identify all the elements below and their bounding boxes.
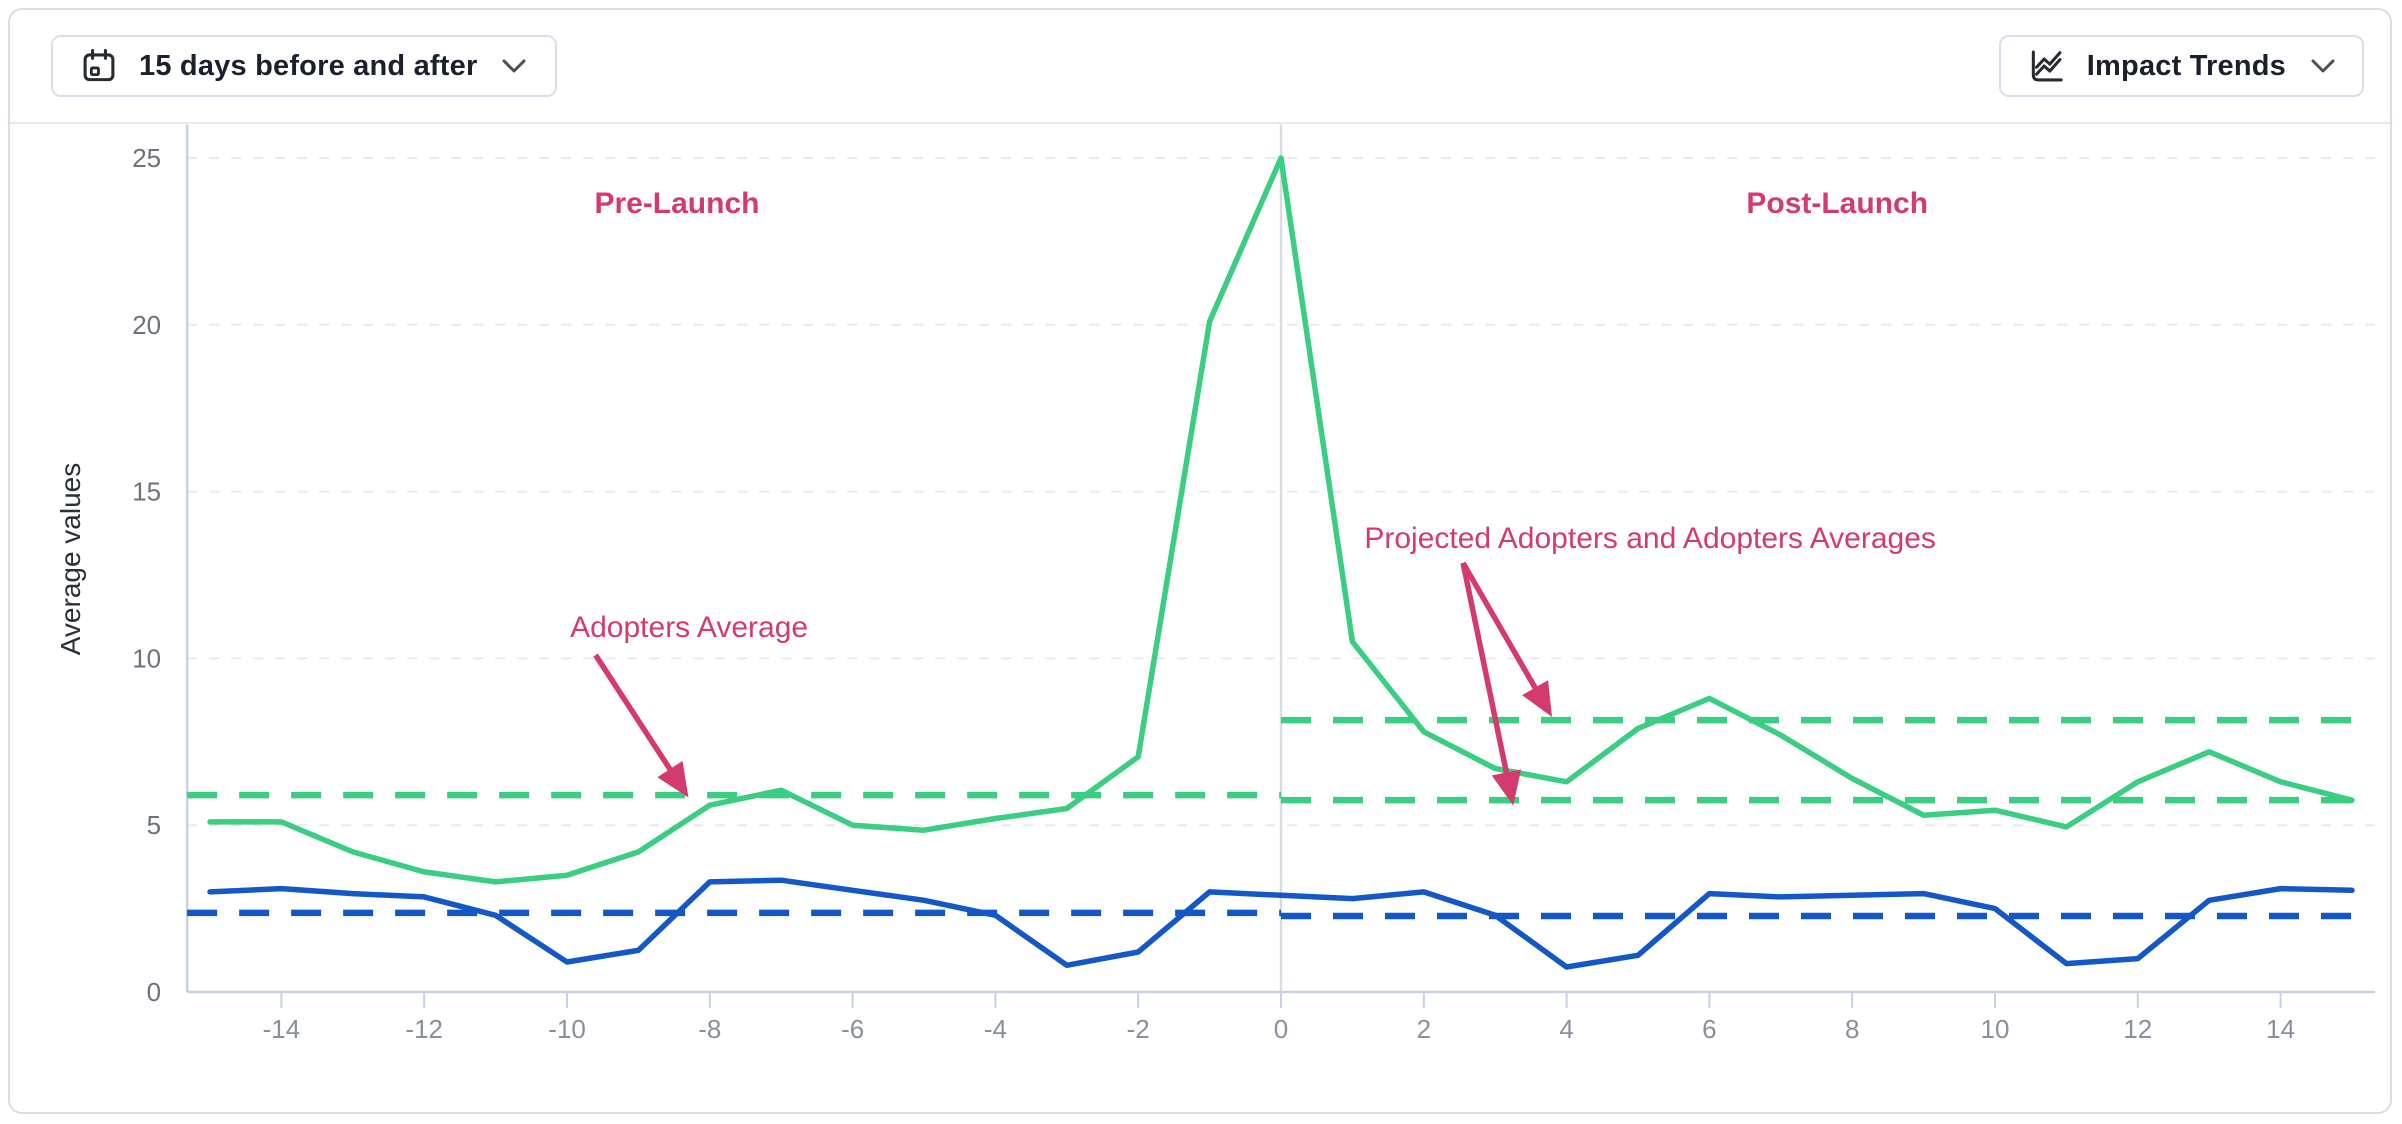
series-comparison-blue [207, 877, 2355, 970]
x-tick-label: 8 [1845, 1014, 1859, 1044]
x-tick-label: 12 [2123, 1014, 2152, 1044]
impact-trends-label: Impact Trends [2086, 49, 2286, 82]
date-range-button[interactable]: 15 days before and after [51, 35, 558, 97]
arrow-to-post-launch-adopters-average [1460, 562, 1522, 806]
arrow-to-pre-launch-adopters-average [593, 653, 689, 798]
x-tick-label: 6 [1702, 1014, 1716, 1044]
y-tick-labels: 0 5 10 15 20 25 [132, 143, 161, 1007]
chart-card: 15 days before and after Impact Trends [8, 8, 2392, 1114]
annotation-arrows [593, 561, 1553, 806]
x-tick-label: -8 [698, 1014, 721, 1044]
x-tick-label: -6 [841, 1014, 864, 1044]
arrow-to-projected-adopters-average [1460, 561, 1553, 718]
y-tick-label: 0 [147, 977, 161, 1007]
annotations: Pre-Launch Post-Launch Adopters Average Pro… [570, 187, 1936, 644]
impact-trends-button[interactable]: Impact Trends [1998, 35, 2364, 97]
trend-lines-icon [2027, 47, 2065, 85]
x-tick-label: 2 [1417, 1014, 1431, 1044]
average-reference-lines [187, 716, 2356, 920]
y-tick-label: 20 [132, 310, 161, 340]
x-tick-label: 14 [2266, 1014, 2295, 1044]
toolbar: 15 days before and after Impact Trends [10, 10, 2390, 124]
pre-launch-label: Pre-Launch [594, 187, 759, 220]
y-tick-label: 5 [147, 810, 161, 840]
y-tick-label: 25 [132, 143, 161, 173]
x-tick-label: -14 [263, 1014, 301, 1044]
x-tick-label: -10 [548, 1014, 586, 1044]
date-range-label: 15 days before and after [139, 49, 478, 82]
post-launch-label: Post-Launch [1746, 187, 1928, 220]
chevron-down-icon [2310, 58, 2336, 74]
x-tick-label: -4 [984, 1014, 1007, 1044]
calendar-icon [81, 48, 117, 84]
x-tick-label: 0 [1274, 1014, 1288, 1044]
y-tick-label: 15 [132, 477, 161, 507]
x-tick-label: -12 [405, 1014, 443, 1044]
y-axis-title: Average values [55, 463, 86, 656]
y-tick-label: 10 [132, 643, 161, 673]
x-tick-label: -2 [1127, 1014, 1150, 1044]
x-tick-label: 10 [1981, 1014, 2010, 1044]
projected-and-adopters-averages-label: Projected Adopters and Adopters Averages [1364, 522, 1936, 555]
series-adopters-green [207, 155, 2355, 885]
x-tick-label: 4 [1559, 1014, 1573, 1044]
chevron-down-icon [501, 58, 527, 74]
x-tick-labels: -14 -12 -10 -8 -6 -4 -2 0 2 4 6 8 10 12 14 [263, 992, 2295, 1044]
adopters-average-label: Adopters Average [570, 611, 808, 644]
